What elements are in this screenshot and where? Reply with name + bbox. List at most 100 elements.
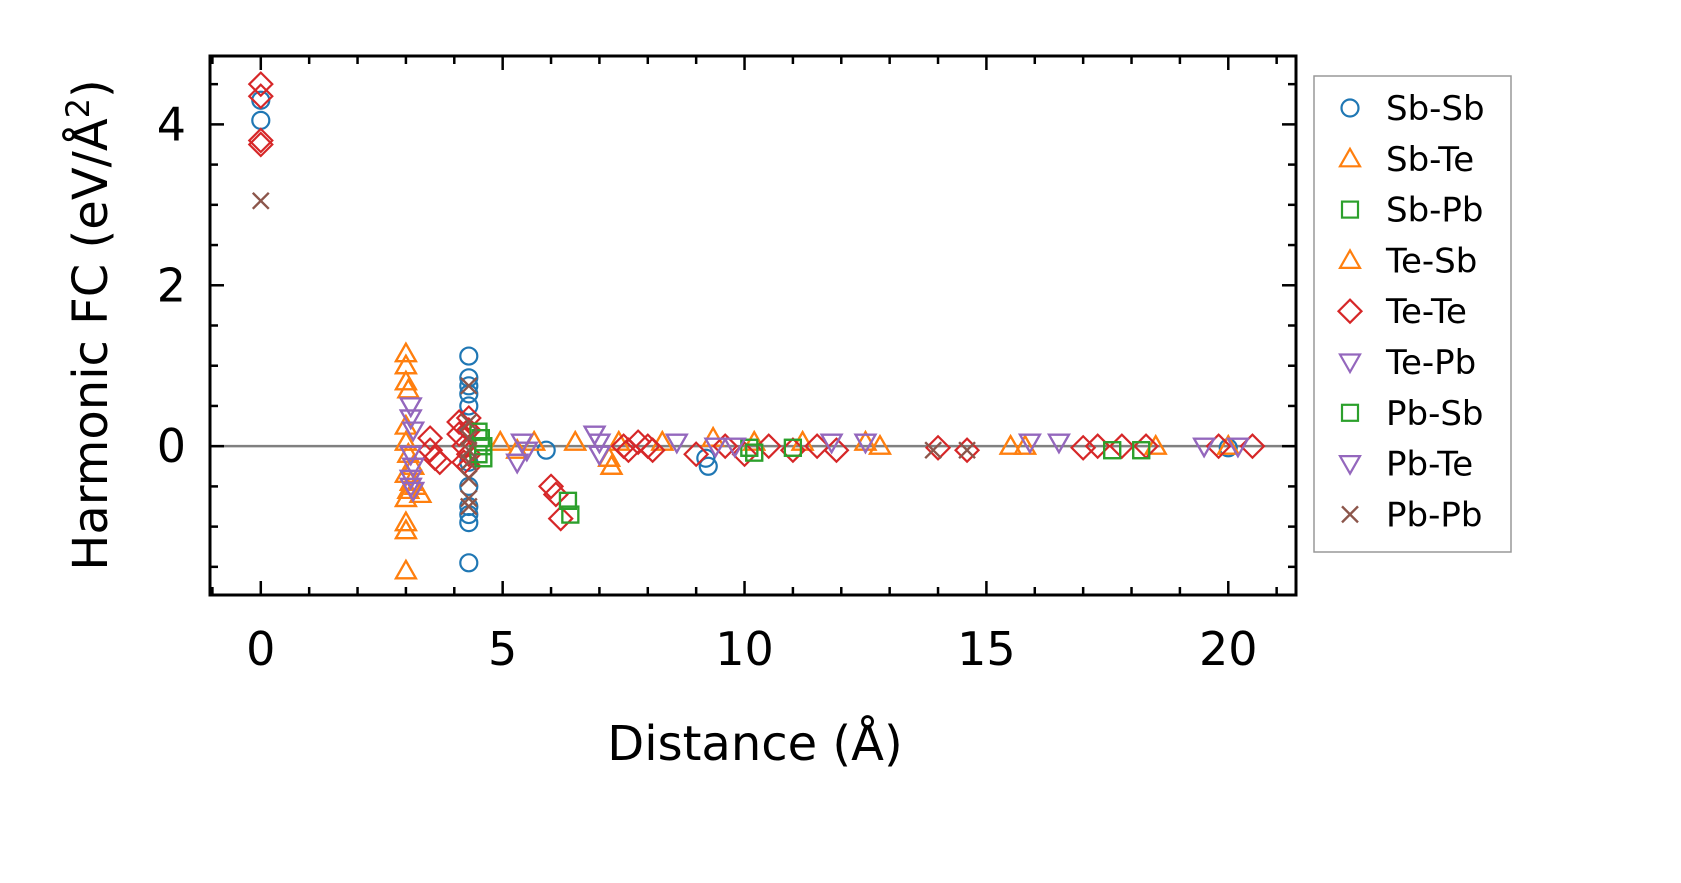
legend-entry-pb-te: Pb-Te: [1338, 445, 1473, 485]
data-point-pb-sb: [740, 438, 759, 457]
data-point-pb-sb: [561, 505, 580, 524]
data-point-pb-te: [398, 397, 423, 419]
y-tick-label: 2: [157, 258, 186, 312]
data-point-pb-te: [1226, 437, 1250, 459]
data-point-pb-te: [1047, 433, 1071, 455]
data-point-pb-te: [587, 433, 612, 455]
legend-entry-sb-pb: Sb-Pb: [1340, 191, 1484, 231]
data-point-sb-sb: [459, 512, 479, 533]
data-point-te-sb: [396, 478, 421, 500]
series-pb-te: [398, 397, 1250, 503]
legend-label: Te-Te: [1385, 292, 1467, 332]
data-point-te-sb: [394, 369, 418, 391]
data-point-pb-pb: [459, 469, 478, 488]
data-point-te-te: [712, 433, 739, 460]
legend-marker-pb-sb: [1340, 403, 1360, 422]
y-tick-label: 4: [157, 97, 186, 151]
data-point-pb-te: [401, 481, 426, 503]
data-point-pb-sb: [469, 422, 488, 441]
data-point-te-sb: [488, 429, 513, 451]
data-point-pb-pb: [958, 441, 976, 460]
data-point-te-sb: [853, 429, 878, 451]
data-point-te-te: [954, 437, 981, 464]
data-point-sb-sb: [459, 346, 479, 366]
legend-entry-te-sb: Te-Sb: [1338, 241, 1477, 281]
legend-label: Pb-Pb: [1386, 495, 1482, 535]
data-point-te-sb: [401, 454, 426, 475]
data-point-sb-sb: [459, 396, 479, 416]
data-point-te-te: [446, 408, 473, 436]
legend-marker-sb-te: [1338, 146, 1362, 168]
data-point-pb-sb: [469, 445, 488, 464]
data-point-pb-te: [722, 437, 747, 459]
legend-marker-pb-te: [1338, 455, 1362, 476]
legend-label: Te-Pb: [1385, 343, 1476, 383]
data-point-sb-sb: [459, 553, 479, 573]
data-point-pb-pb: [459, 453, 478, 472]
data-point-te-te: [731, 441, 758, 468]
data-point-pb-pb: [459, 489, 478, 508]
x-axis-title: Distance (Å): [607, 715, 902, 772]
data-point-te-te: [924, 434, 952, 461]
legend-entry-sb-sb: Sb-Sb: [1340, 89, 1485, 129]
data-point-pb-te: [819, 433, 844, 455]
legend-entry-sb-te: Sb-Te: [1338, 140, 1474, 180]
x-tick-label: 20: [1199, 622, 1258, 676]
data-point-pb-te: [398, 409, 423, 431]
data-point-pb-te: [398, 445, 423, 467]
legend-marker-te-te: [1336, 298, 1364, 325]
data-point-te-te: [446, 421, 473, 448]
data-point-te-sb: [742, 429, 767, 451]
data-point-te-sb: [505, 437, 530, 459]
legend-marker-sb-pb: [1340, 200, 1360, 219]
data-point-te-sb: [394, 558, 418, 580]
data-point-te-te: [417, 425, 444, 452]
data-point-te-sb: [394, 518, 418, 540]
legend: Sb-Sb Sb-Te Sb-Pb Te-Sb Te-Te Te-Pb Pb-Sb Pb-Te…: [1313, 75, 1512, 553]
data-point-pb-te: [505, 453, 530, 475]
data-point-te-sb: [1216, 433, 1241, 455]
data-point-pb-te: [1018, 433, 1042, 455]
data-point-pb-pb: [251, 191, 270, 210]
data-point-pb-pb: [924, 441, 943, 460]
data-point-pb-te: [1192, 437, 1216, 459]
data-point-te-te: [625, 429, 652, 456]
legend-label: Pb-Sb: [1386, 394, 1484, 434]
legend-marker-sb-sb: [1340, 98, 1360, 118]
data-point-sb-sb: [698, 456, 718, 476]
data-point-pb-te: [853, 433, 878, 455]
data-point-te-te: [683, 441, 710, 468]
data-point-sb-sb: [459, 376, 479, 396]
legend-entry-te-pb: Te-Pb: [1338, 343, 1476, 383]
data-point-pb-pb: [459, 497, 478, 516]
data-point-te-sb: [1013, 433, 1038, 455]
data-point-pb-sb: [1103, 441, 1122, 460]
y-axis-title-main: Harmonic FC (eV/Å: [62, 118, 119, 571]
data-point-pb-sb: [558, 491, 578, 510]
data-point-te-te: [426, 449, 453, 476]
data-point-te-te: [247, 127, 274, 154]
data-point-te-te: [639, 437, 666, 464]
x-tick-label: 0: [246, 622, 275, 676]
legend-marker-pb-pb: [1341, 505, 1359, 524]
data-point-pb-te: [587, 445, 612, 467]
data-point-te-sb: [394, 341, 418, 363]
data-point-pb-sb: [1132, 441, 1151, 460]
data-point-te-te: [537, 473, 565, 500]
data-point-te-te: [755, 433, 782, 460]
legend-label: Te-Sb: [1385, 241, 1477, 281]
data-point-pb-te: [514, 441, 539, 463]
data-point-pb-sb: [745, 443, 764, 462]
legend-entry-pb-pb: Pb-Pb: [1341, 495, 1482, 535]
legend-label: Pb-Te: [1386, 445, 1473, 485]
data-point-te-te: [247, 71, 274, 98]
y-axis-title: Harmonic FC (eV/Å2): [59, 79, 119, 571]
data-point-pb-te: [401, 457, 426, 479]
data-point-te-sb: [868, 433, 892, 455]
legend-label: Sb-Te: [1386, 140, 1474, 180]
y-axis-title-close: ): [63, 79, 119, 98]
y-tick-label: 0: [157, 419, 186, 473]
data-point-pb-te: [664, 433, 689, 455]
data-point-pb-te: [401, 421, 426, 443]
